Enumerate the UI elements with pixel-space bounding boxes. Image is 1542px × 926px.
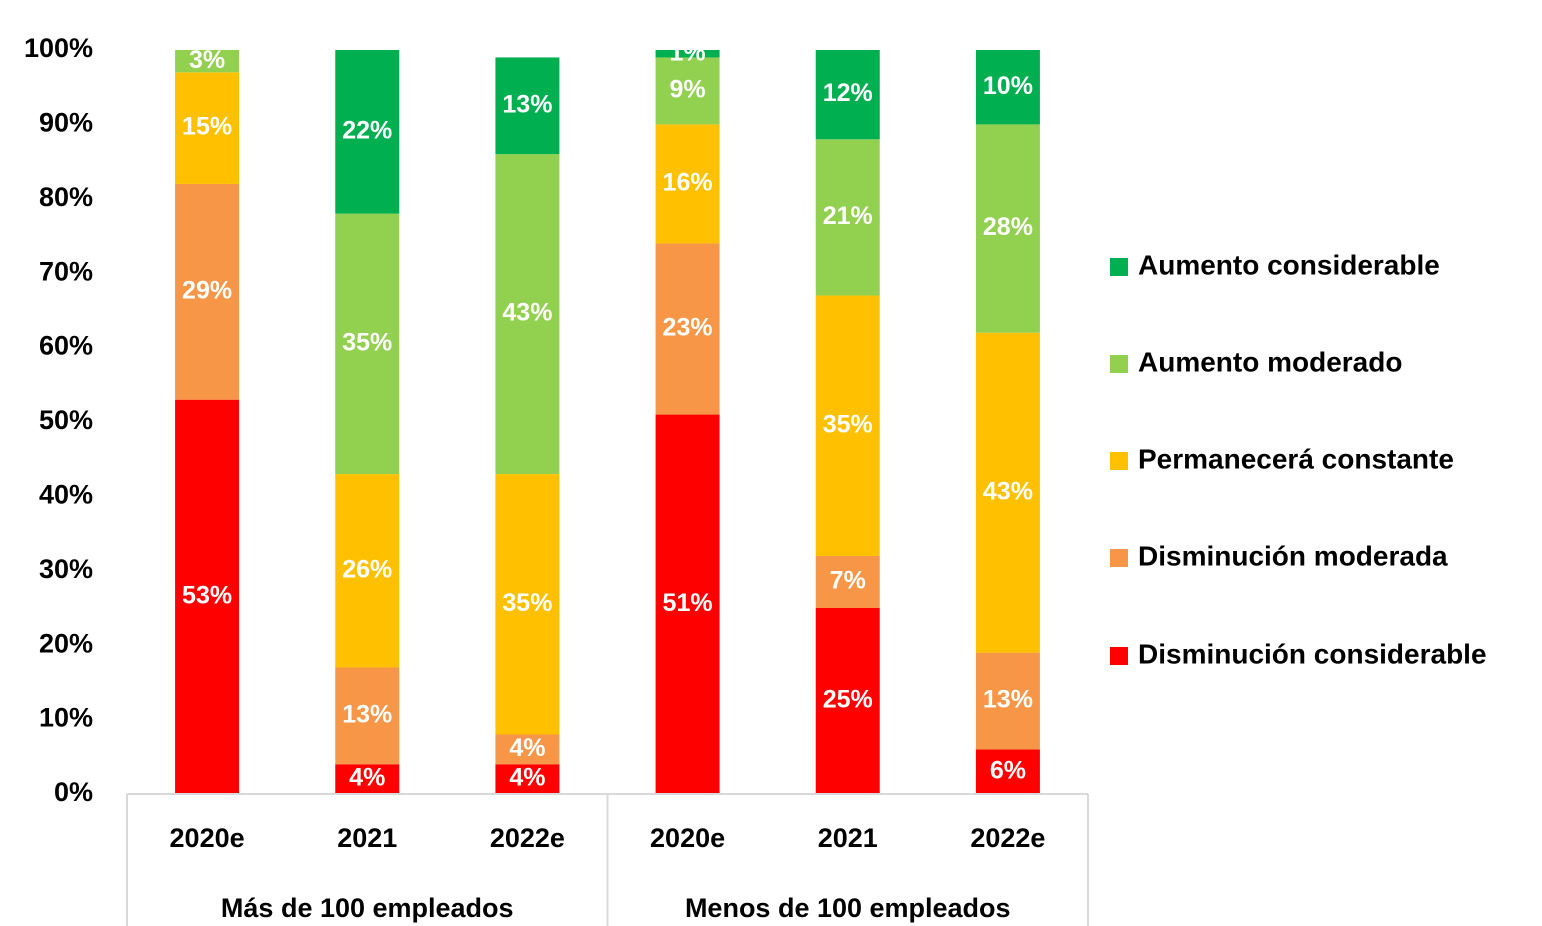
bar-segment (815, 50, 880, 140)
data-label: 23% (663, 314, 713, 342)
bar-segment (655, 243, 720, 415)
legend-label: Disminución moderada (1138, 540, 1448, 571)
data-label: 4% (509, 734, 545, 762)
data-label: 35% (823, 410, 873, 438)
legend-label: Aumento considerable (1138, 249, 1440, 280)
data-label: 3% (189, 46, 225, 74)
y-tick-label: 90% (39, 108, 93, 138)
data-label: 35% (342, 328, 392, 356)
data-label: 21% (823, 202, 873, 230)
y-tick-label: 0% (54, 777, 93, 807)
data-label: 29% (182, 276, 232, 304)
data-label: 9% (670, 76, 706, 104)
bar-segment (175, 183, 240, 400)
y-tick-label: 30% (39, 554, 93, 584)
bar-segment (335, 213, 400, 475)
y-tick-label: 80% (39, 182, 93, 212)
bar-segment (975, 749, 1040, 794)
data-label: 53% (182, 581, 232, 609)
bar-segment (655, 414, 720, 794)
bar-segment (655, 50, 720, 58)
group-label: Menos de 100 empleados (685, 893, 1011, 923)
legend-swatch (1110, 258, 1128, 276)
data-label: 10% (983, 72, 1033, 100)
data-label: 26% (342, 555, 392, 583)
bar-segment (975, 652, 1040, 750)
bar-segment (335, 474, 400, 668)
data-label: 13% (342, 700, 392, 728)
y-tick-label: 70% (39, 256, 93, 286)
bar-segment (335, 50, 400, 214)
bar-segment (655, 57, 720, 125)
x-tick-label: 2021 (818, 823, 878, 853)
data-label: 22% (342, 116, 392, 144)
data-label: 35% (502, 589, 552, 617)
x-tick-label: 2022e (970, 823, 1045, 853)
data-label: 4% (509, 764, 545, 792)
legend-label: Permanecerá constante (1138, 443, 1454, 474)
bar-segment (975, 332, 1040, 653)
x-tick-label: 2020e (650, 823, 725, 853)
y-tick-label: 50% (39, 405, 93, 435)
legend-swatch (1110, 355, 1128, 373)
legend-swatch (1110, 647, 1128, 665)
data-label: 25% (823, 686, 873, 714)
legend-swatch (1110, 549, 1128, 567)
bar-segment (815, 608, 880, 794)
data-label: 6% (990, 756, 1026, 784)
data-label: 15% (182, 113, 232, 141)
legend-swatch (1110, 452, 1128, 470)
bar-segment (495, 474, 560, 735)
legend-label: Disminución considerable (1138, 638, 1487, 669)
bar-segment (495, 154, 560, 475)
bar-segment (975, 124, 1040, 333)
y-tick-label: 60% (39, 331, 93, 361)
bar-segment (335, 667, 400, 765)
data-label: 1% (670, 38, 706, 66)
x-tick-label: 2021 (337, 823, 397, 853)
data-label: 43% (502, 299, 552, 327)
bar-segment (495, 764, 560, 794)
data-label: 7% (830, 567, 866, 595)
bar-segment (815, 139, 880, 296)
data-label: 13% (983, 686, 1033, 714)
bar-segment (175, 50, 240, 73)
bar-segment (495, 734, 560, 765)
y-tick-label: 100% (24, 33, 93, 63)
y-tick-label: 10% (39, 703, 93, 733)
data-label: 28% (983, 213, 1033, 241)
bar-segment (815, 555, 880, 608)
bar-segment (655, 124, 720, 244)
bar-segment (495, 57, 560, 155)
x-tick-label: 2022e (490, 823, 565, 853)
y-tick-label: 20% (39, 628, 93, 658)
data-label: 43% (983, 477, 1033, 505)
data-label: 12% (823, 79, 873, 107)
bar-segment (335, 764, 400, 794)
group-label: Más de 100 empleados (221, 893, 514, 923)
bar-segment (175, 72, 240, 184)
legend-label: Aumento moderado (1138, 346, 1402, 377)
data-label: 51% (663, 589, 713, 617)
data-label: 4% (349, 764, 385, 792)
data-label: 13% (502, 90, 552, 118)
bar-segment (975, 50, 1040, 125)
bar-segment (815, 295, 880, 556)
y-tick-label: 40% (39, 480, 93, 510)
x-tick-label: 2020e (170, 823, 245, 853)
data-label: 16% (663, 169, 713, 197)
bar-segment (175, 399, 240, 794)
